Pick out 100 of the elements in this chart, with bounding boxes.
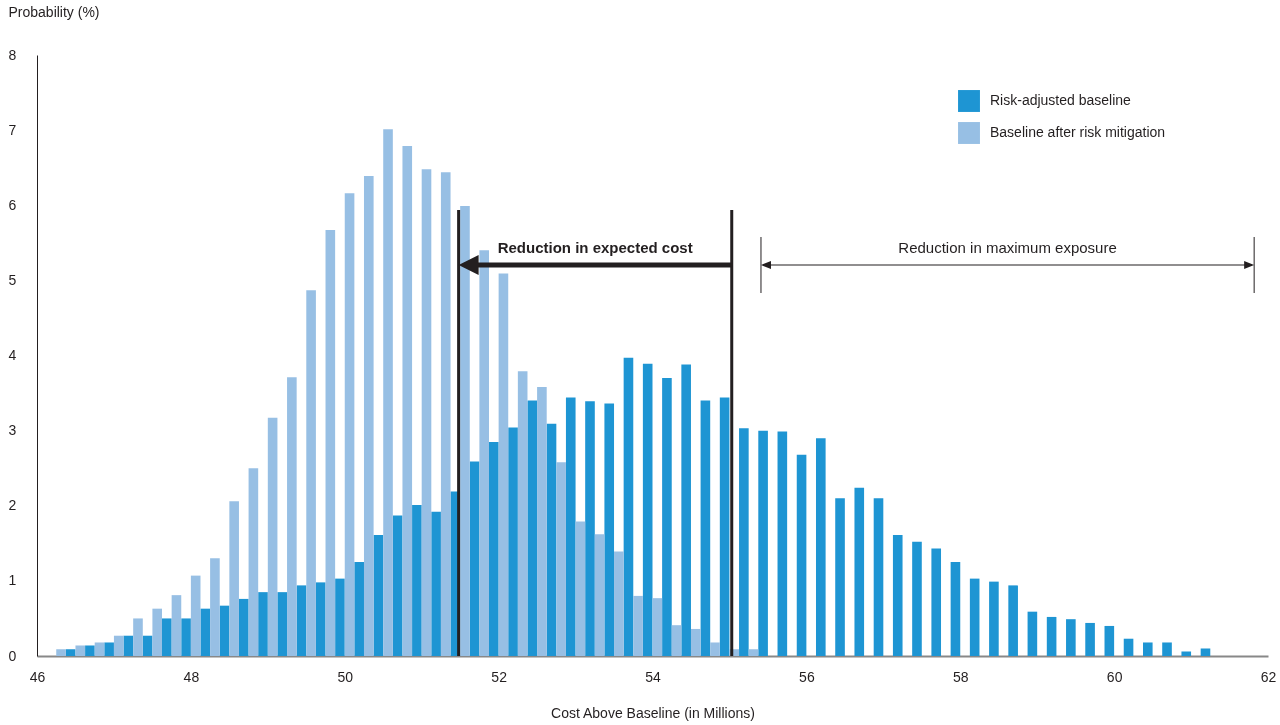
y-tick-label: 8 (8, 46, 17, 63)
bar (671, 625, 682, 656)
bar (758, 430, 768, 656)
bar (1046, 616, 1057, 656)
bar (796, 454, 807, 656)
bar (585, 401, 595, 656)
bar (56, 649, 66, 656)
x-tick-label: 54 (645, 668, 661, 685)
bar (652, 598, 663, 656)
bar (681, 364, 691, 656)
bar (1123, 638, 1134, 656)
y-tick-label: 4 (8, 347, 17, 363)
bar (719, 397, 730, 656)
bar (315, 582, 326, 656)
bar (1142, 642, 1153, 656)
bar (65, 649, 76, 656)
bar (267, 417, 278, 656)
bar (710, 642, 720, 656)
bar (1085, 622, 1095, 656)
bar (969, 578, 980, 656)
bar (777, 431, 788, 656)
bar (412, 505, 422, 656)
bar (421, 169, 432, 656)
bar (229, 501, 239, 656)
y-tick-label: 1 (8, 572, 17, 589)
bar (479, 250, 490, 656)
annotation: Reduction in maximum exposure (898, 239, 1117, 256)
bar (296, 585, 307, 656)
x-tick-label: 60 (1106, 668, 1123, 685)
bar (104, 642, 114, 656)
bar (402, 145, 413, 656)
x-tick-label: 52 (491, 668, 508, 685)
x-tick-label: 46 (29, 668, 46, 685)
bar (277, 592, 288, 656)
bar (190, 575, 201, 656)
bar (1066, 619, 1076, 656)
annotation: Reduction in expected cost (497, 239, 693, 256)
y-tick-label: 0 (8, 647, 17, 664)
bar (517, 371, 528, 656)
bar (123, 635, 134, 656)
bar (162, 618, 172, 656)
bar (546, 423, 557, 656)
x-tick-label: 58 (952, 668, 969, 685)
bar (498, 273, 509, 656)
bar (306, 290, 316, 656)
bar (181, 618, 191, 656)
bar (1104, 625, 1115, 656)
bar (854, 487, 865, 656)
bar (94, 642, 105, 656)
bar (354, 562, 364, 656)
bar (287, 377, 297, 656)
y-axis-title: Probability (%) (8, 3, 100, 20)
x-tick-label: 62 (1260, 668, 1277, 685)
bar (210, 558, 220, 656)
bar (989, 581, 999, 656)
y-tick-label: 7 (8, 121, 17, 138)
x-axis-title: Cost Above Baseline (in Millions) (551, 704, 755, 721)
bar (171, 595, 182, 656)
bar (527, 400, 538, 656)
bar (335, 578, 345, 656)
bar (950, 562, 961, 656)
x-tick-label: 48 (183, 668, 200, 685)
x-tick-label: 56 (799, 668, 815, 685)
bar (460, 206, 470, 656)
bar (489, 441, 499, 656)
bar (537, 387, 547, 656)
bar (912, 541, 922, 656)
bar (556, 462, 566, 656)
bar (594, 534, 605, 656)
bar (113, 635, 124, 656)
bar (700, 400, 711, 656)
y-tick-label: 6 (8, 196, 17, 213)
bar (739, 428, 749, 656)
bar (440, 172, 451, 656)
legend-label: Risk-adjusted baseline (990, 92, 1132, 108)
bar (431, 511, 441, 656)
bar (1162, 642, 1172, 656)
x-tick-label: 50 (337, 668, 354, 685)
bar (200, 608, 211, 656)
bar (931, 548, 942, 656)
bar (508, 427, 518, 656)
bar (565, 397, 576, 656)
bar (748, 649, 759, 656)
bar (690, 628, 701, 656)
bar (614, 551, 624, 656)
bar (1008, 585, 1018, 656)
bar (75, 645, 86, 656)
y-tick-label: 3 (8, 422, 17, 439)
bar (363, 175, 374, 656)
legend-label: Baseline after risk mitigation (990, 124, 1166, 140)
bar (1181, 651, 1192, 656)
bar (373, 535, 384, 656)
bar (383, 129, 393, 656)
bar (604, 403, 615, 656)
bar (238, 598, 249, 656)
bar (152, 608, 163, 656)
bar (133, 618, 143, 656)
bar (662, 378, 672, 656)
bar (633, 595, 643, 656)
bar (815, 438, 826, 656)
